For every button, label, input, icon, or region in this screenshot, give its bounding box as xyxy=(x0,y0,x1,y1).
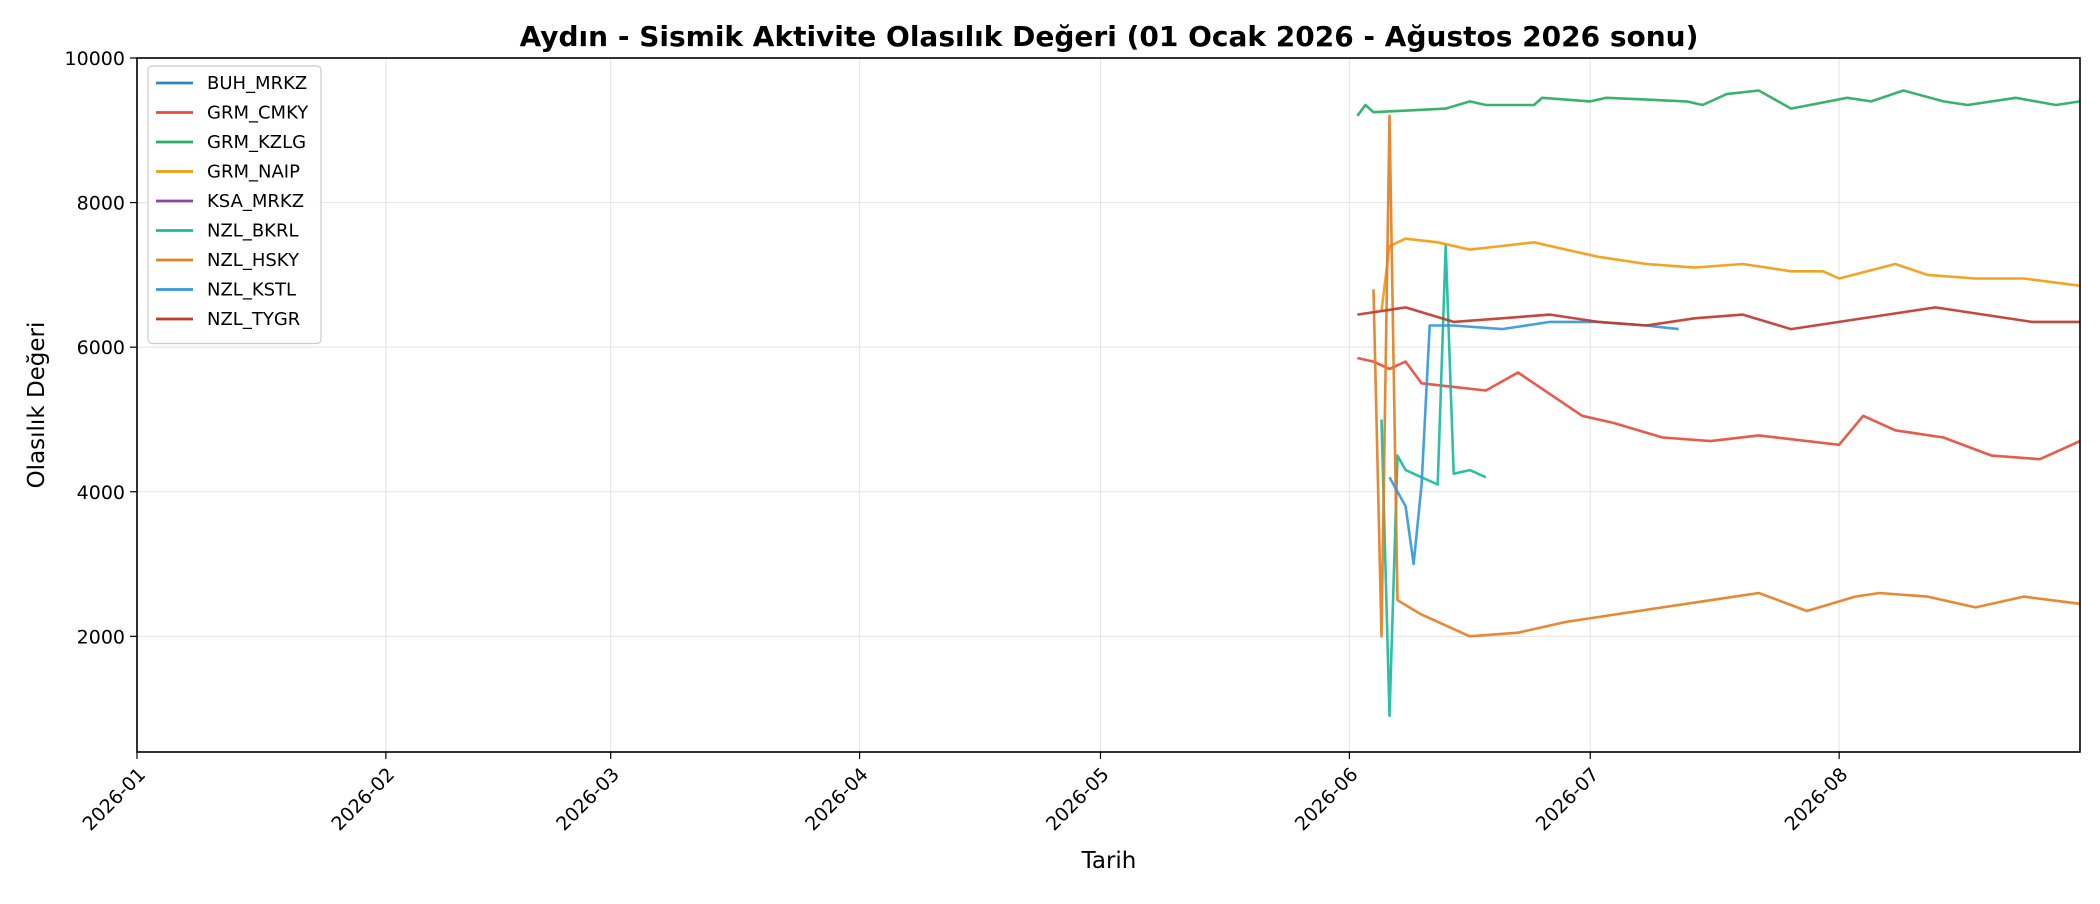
legend-label: GRM_NAIP xyxy=(207,162,300,183)
legend-label: NZL_TYGR xyxy=(207,309,300,330)
series-line-grm-cmky xyxy=(1357,356,2081,461)
series-line-nzl-tygr xyxy=(1357,306,2080,331)
y-axis-ticks: 2000 4000 6000 8000 10000 xyxy=(65,48,137,648)
legend: BUH_MRKZ GRM_CMKY GRM_KZLG GRM_NAIP KSA_MRKZ… xyxy=(147,65,322,345)
legend-label: NZL_HSKY xyxy=(207,250,300,271)
series-line-nzl-hsky xyxy=(1372,114,2081,638)
legend-label: GRM_CMKY xyxy=(207,103,309,124)
legend-label: KSA_MRKZ xyxy=(207,191,304,212)
plot-area xyxy=(1356,89,2081,718)
y-tick-label: 10000 xyxy=(65,48,125,70)
legend-label: GRM_KZLG xyxy=(207,132,306,153)
grid-lines xyxy=(136,57,2080,752)
x-axis-label: Tarih xyxy=(1081,848,1137,874)
y-tick-label: 2000 xyxy=(77,626,125,648)
y-tick-label: 4000 xyxy=(77,482,125,504)
legend-label: NZL_KSTL xyxy=(207,280,296,301)
series-line-grm-kzlg xyxy=(1356,89,2081,117)
plot-frame xyxy=(136,57,2081,753)
y-axis-label: Olasılık Değeri xyxy=(24,322,50,489)
legend-box xyxy=(147,65,322,345)
series-line-nzl-bkrl xyxy=(1380,244,1487,718)
series-line-grm-naip xyxy=(1380,237,2081,312)
y-tick-label: 6000 xyxy=(77,337,125,359)
legend-label: BUH_MRKZ xyxy=(207,73,307,94)
chart-title: Aydın - Sismik Aktivite Olasılık Değeri … xyxy=(520,20,1699,53)
legend-label: NZL_BKRL xyxy=(207,221,299,242)
y-tick-label: 8000 xyxy=(77,193,125,215)
